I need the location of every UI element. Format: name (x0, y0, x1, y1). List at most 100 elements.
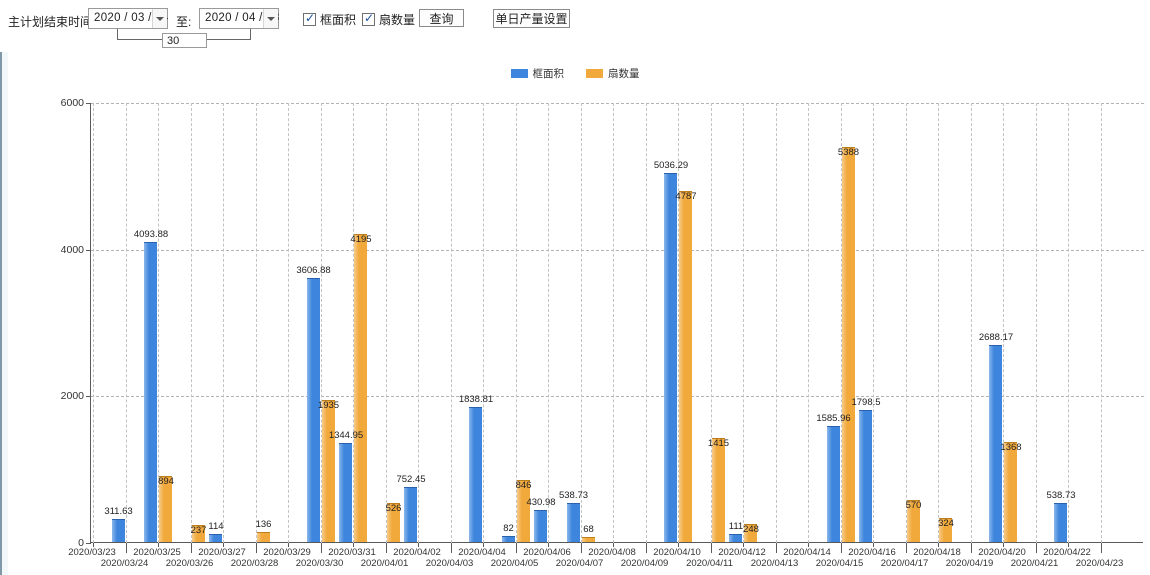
x-tick (1100, 543, 1102, 553)
bar-sash-count (159, 476, 172, 542)
x-tick (808, 543, 809, 547)
v-gridline (320, 103, 322, 543)
bar-frame-area (209, 533, 222, 542)
bar-value-label: 82 (503, 523, 514, 534)
x-tick (125, 543, 127, 553)
x-tick-label: 2020/03/29 (263, 547, 311, 558)
bar-frame-area (306, 277, 320, 542)
x-tick-label: 2020/04/13 (750, 558, 799, 569)
bar-value-label: 846 (515, 479, 532, 491)
x-tick-label: 2020/04/10 (653, 547, 701, 558)
x-tick (320, 543, 322, 553)
date-to-picker[interactable]: 2020 / 04 / 23 (199, 8, 279, 29)
bar-sash-count (744, 523, 757, 542)
x-tick-label: 2020/04/14 (783, 547, 831, 558)
v-gridline (1100, 103, 1102, 543)
bar-frame-area (566, 502, 580, 542)
bar-value-label: 538.73 (1046, 489, 1076, 501)
x-tick-label: 2020/04/02 (393, 547, 441, 558)
v-gridline (1068, 103, 1069, 543)
y-tick (86, 103, 91, 104)
checkbox-checked-icon[interactable]: ✓ (303, 11, 316, 26)
v-gridline (158, 103, 159, 543)
bar-sash-count (939, 518, 952, 542)
x-tick (613, 543, 614, 547)
x-tick (548, 543, 549, 547)
plan-end-time-label: 主计划结束时间: (8, 15, 96, 29)
bar-frame-area (404, 486, 417, 542)
bar-value-label: 1838.81 (458, 394, 494, 406)
bar-value-label: 237 (190, 524, 207, 536)
chart-legend: 框面积 扇数量 (0, 66, 1150, 81)
x-tick (743, 543, 744, 547)
bar-frame-area (111, 519, 125, 542)
bar-value-label: 752.45 (396, 473, 426, 485)
v-gridline (873, 103, 874, 543)
v-gridline (775, 103, 777, 543)
bar-frame-area (469, 407, 482, 542)
x-tick (775, 543, 777, 553)
x-tick-label: 2020/04/21 (1010, 558, 1059, 569)
frame-area-checkbox[interactable]: ✓ 框面积 (303, 11, 356, 28)
x-tick (450, 543, 452, 553)
checkbox-checked-icon[interactable]: ✓ (362, 11, 375, 26)
v-gridline (1003, 103, 1004, 543)
date-to-dropdown-icon[interactable] (263, 9, 278, 28)
x-tick-label: 2020/04/03 (425, 558, 474, 569)
bar-value-label: 538.73 (558, 489, 589, 501)
y-tick-label: 6000 (60, 97, 84, 109)
y-axis-labels: 0 2000 4000 6000 (0, 97, 86, 549)
v-gridline (1035, 103, 1037, 543)
y-tick-label: 4000 (60, 243, 84, 256)
bar-sash-count (191, 524, 205, 542)
x-tick-label: 2020/04/05 (490, 558, 539, 569)
bar-frame-area (501, 536, 515, 542)
sash-count-checkbox-label: 扇数量 (379, 13, 416, 27)
x-tick (970, 543, 972, 553)
date-from-dropdown-icon[interactable] (152, 9, 167, 28)
x-tick (93, 543, 94, 547)
x-tick-label: 2020/04/12 (718, 547, 766, 558)
window-edge-tint (2, 0, 8, 575)
v-gridline (840, 103, 842, 543)
v-gridline (223, 103, 224, 543)
bar-frame-area (339, 443, 352, 542)
v-gridline (905, 103, 907, 543)
bar-value-label: 1415 (707, 438, 730, 450)
sash-count-checkbox[interactable]: ✓ 扇数量 (362, 11, 415, 28)
bar-value-label: 324 (938, 518, 954, 530)
x-tick (710, 543, 712, 553)
x-tick-label: 2020/03/30 (295, 558, 344, 569)
x-tick (580, 543, 582, 553)
v-gridline (93, 103, 94, 543)
date-to-value: 2020 / 04 / 23 (205, 12, 280, 24)
date-from-picker[interactable]: 2020 / 03 / 24 (88, 8, 168, 29)
x-tick (645, 543, 647, 553)
v-gridline (970, 103, 972, 543)
bar-value-label: 4787 (675, 190, 697, 202)
daily-output-settings-button[interactable]: 单日产量设置 (493, 9, 570, 28)
x-tick-label: 2020/04/17 (880, 558, 929, 569)
v-gridline (515, 103, 517, 543)
x-tick-label: 2020/04/04 (458, 547, 506, 558)
bar-frame-area (534, 510, 547, 542)
bar-value-label: 430.98 (526, 497, 556, 509)
bar-value-label: 570 (905, 500, 922, 512)
h-gridline (91, 249, 1144, 251)
x-tick-label: 2020/04/20 (978, 547, 1026, 558)
bar-sash-count (841, 146, 855, 542)
v-gridline (645, 103, 647, 543)
v-gridline (190, 103, 192, 543)
days-between-input[interactable]: 30 (162, 33, 207, 48)
x-tick (223, 543, 224, 547)
bar-value-label: 1798.5 (851, 397, 881, 409)
x-tick-label: 2020/04/16 (848, 547, 896, 558)
x-tick-label: 2020/04/18 (913, 547, 961, 558)
x-tick (483, 543, 484, 547)
h-gridline (91, 396, 1144, 398)
x-tick-label: 2020/04/08 (588, 547, 636, 558)
bar-value-label: 4195 (350, 234, 372, 246)
x-tick (353, 543, 354, 547)
query-button[interactable]: 查询 (419, 9, 464, 27)
